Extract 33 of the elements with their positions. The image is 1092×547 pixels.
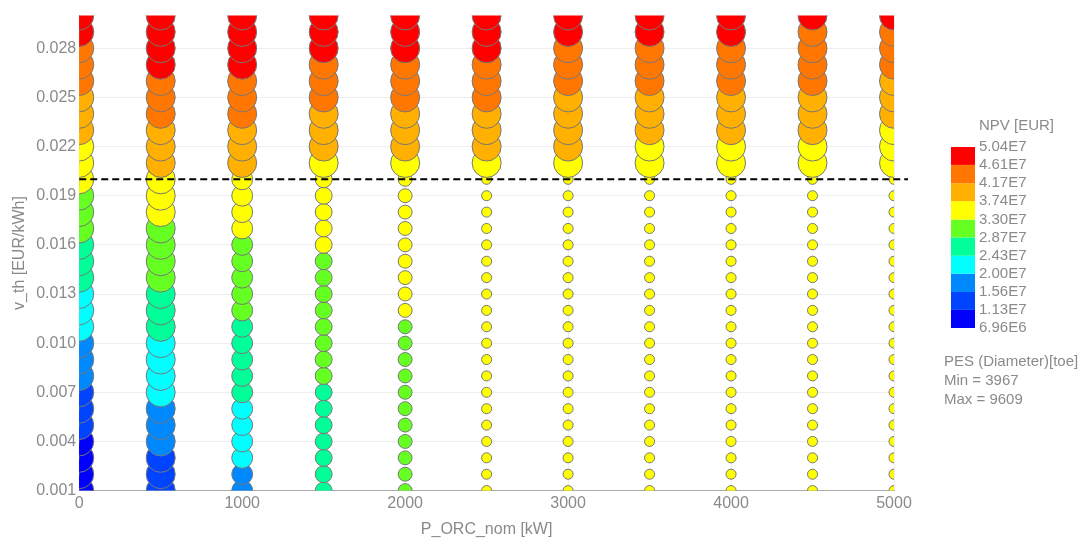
y-tick-label: 0.013 [36, 284, 77, 302]
y-tick-label: 0.025 [36, 87, 77, 105]
y-tick-label: 0.001 [36, 481, 77, 499]
x-tick-label: 2000 [387, 493, 424, 511]
y-tick-label: 0.022 [36, 136, 77, 154]
y-tick-label: 0.007 [36, 382, 77, 400]
x-tick-label: 5000 [876, 493, 912, 511]
x-axis-title: P_ORC_nom [kW] [420, 519, 553, 538]
color-bar-label: 6.96E6 [979, 318, 1027, 336]
color-bar-label: 1.13E7 [979, 300, 1027, 318]
y-tick-label: 0.019 [36, 186, 77, 204]
x-tick-label: 0 [74, 493, 84, 511]
x-tick-label: 1000 [224, 493, 261, 511]
y-tick-label: 0.004 [36, 431, 77, 449]
color-bar-label: 2.00E7 [979, 263, 1027, 281]
y-tick-label: 0.028 [36, 38, 77, 56]
y-tick-label: 0.010 [36, 333, 77, 351]
y-tick-label: 0.016 [36, 235, 77, 253]
text: Min = 3967 [944, 371, 1019, 389]
color-bar-label: 4.17E7 [979, 173, 1027, 191]
color-bar-label: 5.04E7 [979, 137, 1027, 155]
color-bar-label: 2.87E7 [979, 227, 1027, 245]
x-tick-label: 3000 [550, 493, 586, 511]
color-bar-label: 2.43E7 [979, 245, 1027, 263]
color-bar-label: 3.74E7 [979, 191, 1027, 209]
color-bar-label: 1.56E7 [979, 282, 1027, 300]
x-tick-label: 4000 [713, 493, 749, 511]
color-bar-label: 4.61E7 [979, 155, 1027, 173]
text: PES (Diameter)[toe] [944, 352, 1079, 370]
text: Max = 9609 [944, 390, 1023, 408]
y-axis-title: v_th [EUR/kWh] [10, 196, 29, 310]
color-bar-title: NPV [EUR] [979, 116, 1055, 134]
color-bar-label: 3.30E7 [979, 209, 1027, 227]
